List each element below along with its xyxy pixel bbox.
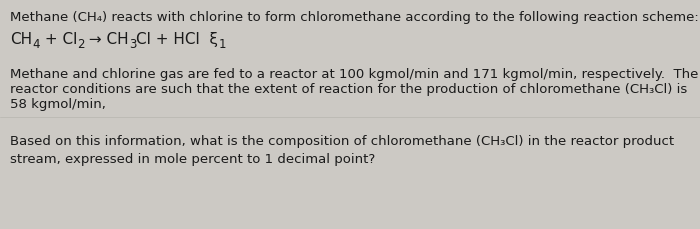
- Text: reactor conditions are such that the extent of reaction for the production of ch: reactor conditions are such that the ext…: [10, 83, 687, 95]
- Text: Methane (CH₄) reacts with chlorine to form chloromethane according to the follow: Methane (CH₄) reacts with chlorine to fo…: [10, 11, 699, 24]
- Text: + Cl: + Cl: [40, 32, 77, 47]
- Text: Methane and chlorine gas are fed to a reactor at 100 kgmol/min and 171 kgmol/min: Methane and chlorine gas are fed to a re…: [10, 68, 699, 81]
- Text: stream, expressed in mole percent to 1 decimal point?: stream, expressed in mole percent to 1 d…: [10, 152, 375, 165]
- Text: CH: CH: [10, 32, 32, 47]
- Text: 4: 4: [32, 38, 40, 51]
- Text: 1: 1: [218, 38, 226, 51]
- Text: → CH: → CH: [85, 32, 129, 47]
- Text: 3: 3: [129, 38, 137, 51]
- Text: Based on this information, what is the composition of chloromethane (CH₃Cl) in t: Based on this information, what is the c…: [10, 134, 674, 147]
- Text: Cl + HCl  ξ: Cl + HCl ξ: [136, 32, 218, 47]
- Text: 58 kgmol/min,: 58 kgmol/min,: [10, 98, 106, 111]
- Text: 2: 2: [77, 38, 85, 51]
